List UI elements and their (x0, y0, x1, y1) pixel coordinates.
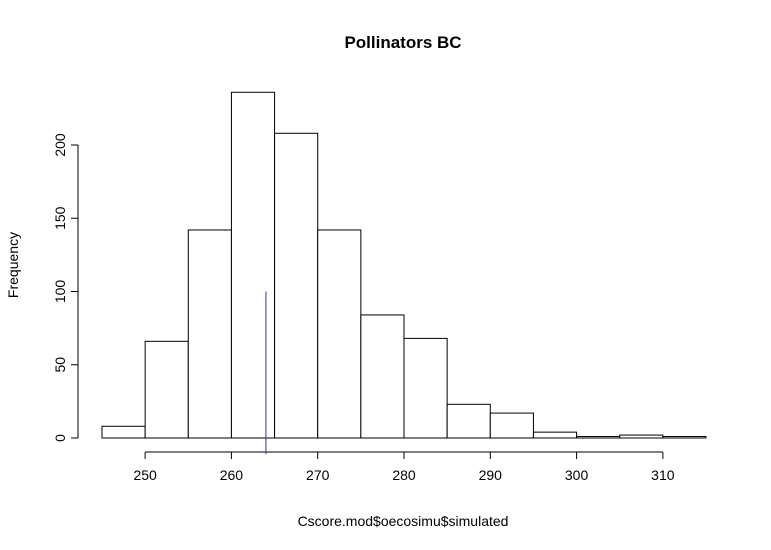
y-axis: 0 50 100 150 200 (52, 133, 79, 442)
histogram-bar (274, 132, 319, 439)
y-tick-label: 200 (52, 133, 68, 157)
histogram-bars (101, 91, 707, 439)
histogram-bar (144, 340, 189, 439)
x-tick-label: 250 (133, 467, 157, 483)
x-axis: 250 260 270 280 290 300 310 (133, 451, 675, 483)
y-tick-label: 150 (52, 206, 68, 230)
x-tick-label: 310 (651, 467, 675, 483)
chart-title: Pollinators BC (344, 33, 461, 52)
histogram-bar (360, 314, 405, 439)
x-tick-label: 270 (306, 467, 330, 483)
histogram-bar (576, 436, 621, 439)
x-tick-label: 260 (220, 467, 244, 483)
histogram-bar (230, 91, 276, 439)
x-tick-label: 300 (565, 467, 589, 483)
x-tick-label: 280 (392, 467, 416, 483)
y-tick-label: 100 (52, 280, 68, 304)
y-tick-label: 50 (52, 357, 68, 373)
y-axis-label: Frequency (5, 232, 21, 298)
y-tick-label: 0 (52, 434, 68, 442)
histogram-bar (619, 434, 664, 439)
histogram-bar (317, 229, 362, 439)
histogram-bar (187, 229, 232, 439)
histogram-bar (446, 403, 491, 439)
histogram-bar (403, 337, 448, 439)
histogram-bar (662, 436, 707, 439)
histogram-bar (489, 412, 534, 439)
x-axis-label: Cscore.mod$oecosimu$simulated (298, 513, 509, 529)
x-tick-label: 290 (479, 467, 503, 483)
histogram-bar (101, 425, 146, 439)
histogram-bar (532, 431, 578, 439)
